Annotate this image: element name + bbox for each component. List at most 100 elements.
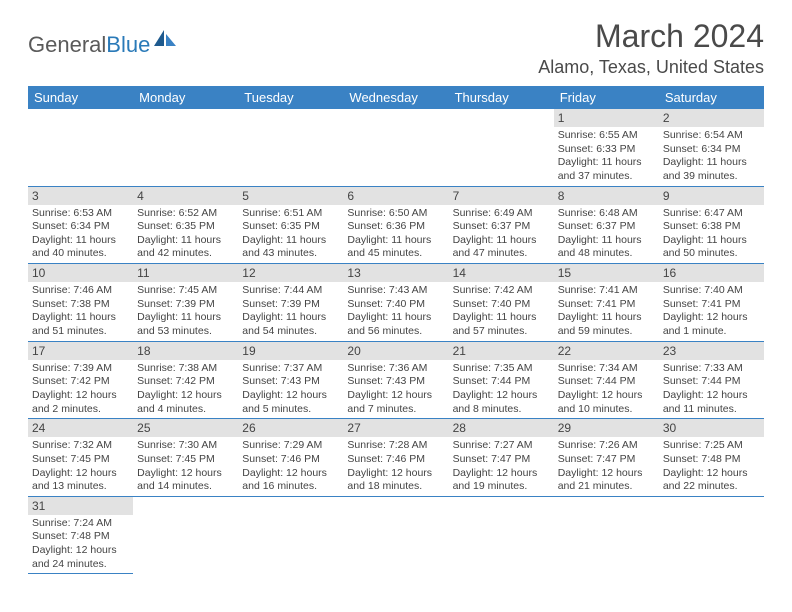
sunset-text: Sunset: 7:42 PM (32, 375, 129, 389)
day-number: 21 (449, 342, 554, 360)
sunset-text: Sunset: 7:38 PM (32, 298, 129, 312)
daylight-text: Daylight: 12 hours and 13 minutes. (32, 467, 129, 494)
day-details: Sunrise: 6:47 AMSunset: 6:38 PMDaylight:… (659, 205, 764, 264)
sunrise-text: Sunrise: 6:48 AM (558, 207, 655, 221)
calendar-cell: 25Sunrise: 7:30 AMSunset: 7:45 PMDayligh… (133, 419, 238, 497)
day-details: Sunrise: 7:44 AMSunset: 7:39 PMDaylight:… (238, 282, 343, 341)
daylight-text: Daylight: 11 hours and 54 minutes. (242, 311, 339, 338)
day-details: Sunrise: 6:53 AMSunset: 6:34 PMDaylight:… (28, 205, 133, 264)
sunrise-text: Sunrise: 7:41 AM (558, 284, 655, 298)
sunset-text: Sunset: 7:40 PM (347, 298, 444, 312)
day-number: 15 (554, 264, 659, 282)
day-details: Sunrise: 7:43 AMSunset: 7:40 PMDaylight:… (343, 282, 448, 341)
daylight-text: Daylight: 12 hours and 16 minutes. (242, 467, 339, 494)
calendar-week-row: 1Sunrise: 6:55 AMSunset: 6:33 PMDaylight… (28, 109, 764, 186)
sunrise-text: Sunrise: 7:29 AM (242, 439, 339, 453)
sunset-text: Sunset: 6:33 PM (558, 143, 655, 157)
daylight-text: Daylight: 11 hours and 57 minutes. (453, 311, 550, 338)
day-details: Sunrise: 7:24 AMSunset: 7:48 PMDaylight:… (28, 515, 133, 574)
daylight-text: Daylight: 12 hours and 5 minutes. (242, 389, 339, 416)
daylight-text: Daylight: 12 hours and 24 minutes. (32, 544, 129, 571)
calendar-cell: 20Sunrise: 7:36 AMSunset: 7:43 PMDayligh… (343, 341, 448, 419)
sunset-text: Sunset: 6:36 PM (347, 220, 444, 234)
daylight-text: Daylight: 11 hours and 51 minutes. (32, 311, 129, 338)
sunset-text: Sunset: 7:48 PM (663, 453, 760, 467)
header: GeneralBlue March 2024 Alamo, Texas, Uni… (28, 18, 764, 78)
sunrise-text: Sunrise: 7:35 AM (453, 362, 550, 376)
calendar-cell: 15 Sunrise: 7:41 AMSunset: 7:41 PMDayligh… (554, 264, 659, 342)
calendar-cell: 18Sunrise: 7:38 AMSunset: 7:42 PMDayligh… (133, 341, 238, 419)
day-number: 4 (133, 187, 238, 205)
day-number: 18 (133, 342, 238, 360)
calendar-cell: 28Sunrise: 7:27 AMSunset: 7:47 PMDayligh… (449, 419, 554, 497)
day-details: Sunrise: 6:48 AMSunset: 6:37 PMDaylight:… (554, 205, 659, 264)
sunset-text: Sunset: 7:46 PM (347, 453, 444, 467)
calendar-cell: 5Sunrise: 6:51 AMSunset: 6:35 PMDaylight… (238, 186, 343, 264)
sunrise-text: Sunrise: 7:33 AM (663, 362, 760, 376)
calendar-cell (238, 109, 343, 186)
daylight-text: Daylight: 11 hours and 59 minutes. (558, 311, 655, 338)
page-title: March 2024 (538, 18, 764, 55)
weekday-header: Monday (133, 86, 238, 109)
sunset-text: Sunset: 7:43 PM (242, 375, 339, 389)
sunset-text: Sunset: 7:44 PM (453, 375, 550, 389)
day-details: Sunrise: 7:45 AMSunset: 7:39 PMDaylight:… (133, 282, 238, 341)
calendar-cell (133, 109, 238, 186)
sunset-text: Sunset: 7:42 PM (137, 375, 234, 389)
calendar-cell (238, 496, 343, 574)
calendar-cell (343, 496, 448, 574)
day-number: 22 (554, 342, 659, 360)
sunrise-text: Sunrise: 6:47 AM (663, 207, 760, 221)
weekday-header: Sunday (28, 86, 133, 109)
sunrise-text: Sunrise: 7:45 AM (137, 284, 234, 298)
day-number: 11 (133, 264, 238, 282)
calendar-cell: 14Sunrise: 7:42 AMSunset: 7:40 PMDayligh… (449, 264, 554, 342)
weekday-header: Wednesday (343, 86, 448, 109)
day-details: Sunrise: 7:32 AMSunset: 7:45 PMDaylight:… (28, 437, 133, 496)
sunrise-text: Sunrise: 6:49 AM (453, 207, 550, 221)
day-number: 17 (28, 342, 133, 360)
daylight-text: Daylight: 11 hours and 40 minutes. (32, 234, 129, 261)
day-number: 16 (659, 264, 764, 282)
weekday-header: Friday (554, 86, 659, 109)
sunrise-text: Sunrise: 6:55 AM (558, 129, 655, 143)
day-details: Sunrise: 6:50 AMSunset: 6:36 PMDaylight:… (343, 205, 448, 264)
sail-icon (152, 28, 178, 48)
day-details: Sunrise: 6:51 AMSunset: 6:35 PMDaylight:… (238, 205, 343, 264)
sunrise-text: Sunrise: 7:30 AM (137, 439, 234, 453)
day-details: Sunrise: 7:25 AMSunset: 7:48 PMDaylight:… (659, 437, 764, 496)
sunset-text: Sunset: 6:35 PM (137, 220, 234, 234)
calendar-cell: 10 Sunrise: 7:46 AMSunset: 7:38 PMDayligh… (28, 264, 133, 342)
sunset-text: Sunset: 7:48 PM (32, 530, 129, 544)
sunset-text: Sunset: 7:47 PM (453, 453, 550, 467)
location: Alamo, Texas, United States (538, 57, 764, 78)
sunrise-text: Sunrise: 7:39 AM (32, 362, 129, 376)
calendar-cell (133, 496, 238, 574)
sunrise-text: Sunrise: 7:25 AM (663, 439, 760, 453)
daylight-text: Daylight: 11 hours and 50 minutes. (663, 234, 760, 261)
sunset-text: Sunset: 6:37 PM (453, 220, 550, 234)
logo: GeneralBlue (28, 32, 178, 58)
calendar-cell: 11Sunrise: 7:45 AMSunset: 7:39 PMDayligh… (133, 264, 238, 342)
sunset-text: Sunset: 7:41 PM (558, 298, 655, 312)
calendar-cell: 29Sunrise: 7:26 AMSunset: 7:47 PMDayligh… (554, 419, 659, 497)
sunrise-text: Sunrise: 6:51 AM (242, 207, 339, 221)
calendar-cell: 8Sunrise: 6:48 AMSunset: 6:37 PMDaylight… (554, 186, 659, 264)
daylight-text: Daylight: 12 hours and 14 minutes. (137, 467, 234, 494)
sunrise-text: Sunrise: 7:46 AM (32, 284, 129, 298)
day-details: Sunrise: 6:52 AMSunset: 6:35 PMDaylight:… (133, 205, 238, 264)
calendar-cell: 27Sunrise: 7:28 AMSunset: 7:46 PMDayligh… (343, 419, 448, 497)
day-number: 9 (659, 187, 764, 205)
day-details: Sunrise: 7:30 AMSunset: 7:45 PMDaylight:… (133, 437, 238, 496)
daylight-text: Daylight: 11 hours and 43 minutes. (242, 234, 339, 261)
daylight-text: Daylight: 11 hours and 42 minutes. (137, 234, 234, 261)
day-number: 10 (28, 264, 133, 282)
title-block: March 2024 Alamo, Texas, United States (538, 18, 764, 78)
calendar-week-row: 31Sunrise: 7:24 AMSunset: 7:48 PMDayligh… (28, 496, 764, 574)
day-number: 5 (238, 187, 343, 205)
daylight-text: Daylight: 12 hours and 2 minutes. (32, 389, 129, 416)
day-details: Sunrise: 7:29 AMSunset: 7:46 PMDaylight:… (238, 437, 343, 496)
daylight-text: Daylight: 12 hours and 21 minutes. (558, 467, 655, 494)
sunrise-text: Sunrise: 6:54 AM (663, 129, 760, 143)
weekday-header-row: SundayMondayTuesdayWednesdayThursdayFrid… (28, 86, 764, 109)
